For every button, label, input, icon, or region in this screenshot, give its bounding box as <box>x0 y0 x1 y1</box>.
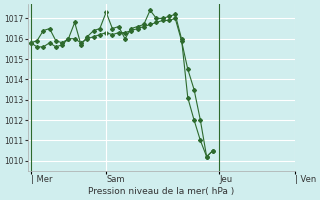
X-axis label: Pression niveau de la mer( hPa ): Pression niveau de la mer( hPa ) <box>88 187 234 196</box>
